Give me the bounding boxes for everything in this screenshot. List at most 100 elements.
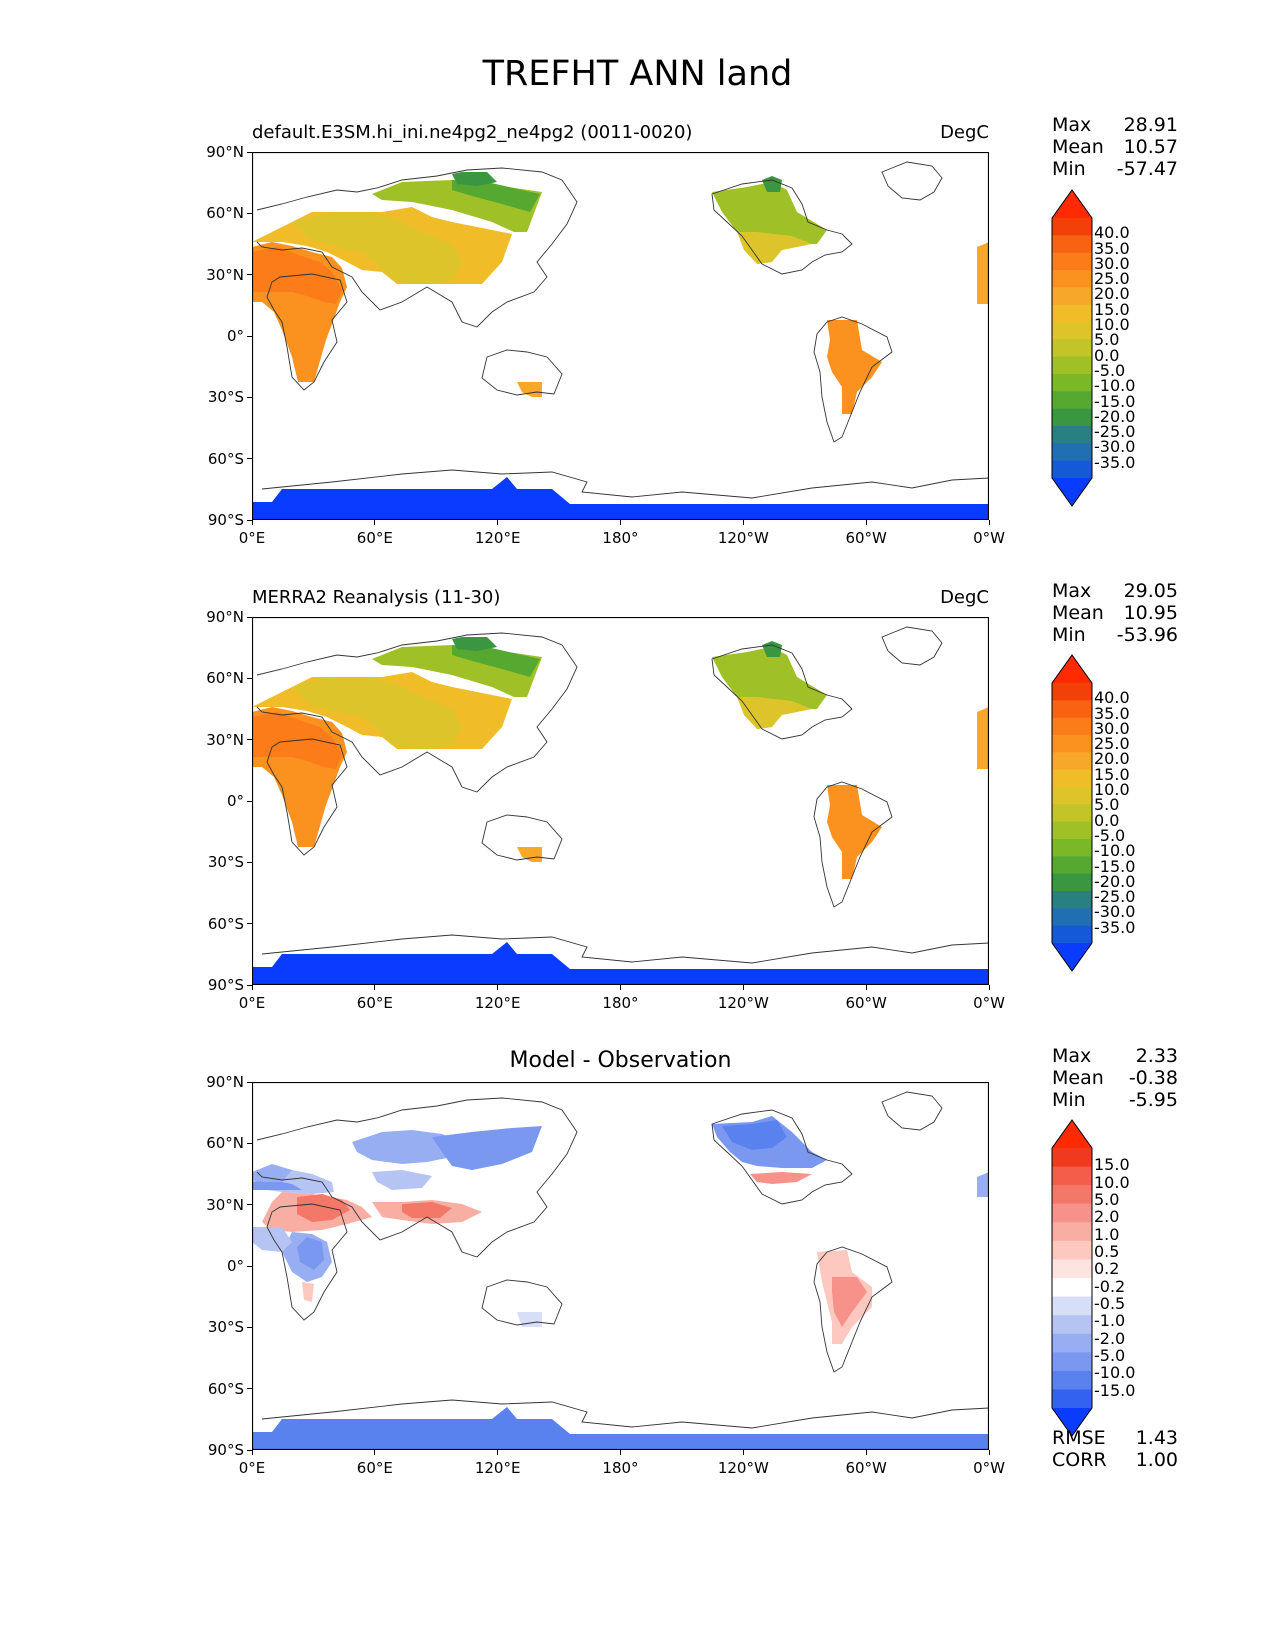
- x-tick-mark: [620, 520, 621, 525]
- y-tick-mark: [247, 616, 252, 618]
- panel-units: DegC: [940, 122, 989, 143]
- colorbar-3: [1051, 1119, 1093, 1437]
- x-tick-label: 120°E: [474, 994, 521, 1012]
- field-region: [402, 1202, 452, 1218]
- y-tick-label: 90°S: [207, 511, 244, 529]
- x-tick-label: 0°W: [973, 994, 1005, 1012]
- field-region: [292, 212, 462, 284]
- colorbar-tick-label: 5.0: [1094, 795, 1120, 815]
- coastline: [256, 1097, 578, 1258]
- x-tick-label: 0°W: [973, 1459, 1005, 1477]
- y-tick-mark: [247, 1449, 252, 1451]
- colorbar-tick-label: 20.0: [1094, 749, 1130, 769]
- colorbar-tick-label: 0.0: [1094, 810, 1120, 830]
- y-tick-mark: [247, 800, 252, 802]
- coastline: [711, 1109, 853, 1205]
- x-tick-mark: [374, 1450, 376, 1455]
- x-tick-label: 180°: [602, 994, 639, 1012]
- colorbar-tick-label: -2.0: [1094, 1328, 1126, 1348]
- colorbar-swatch: [1052, 408, 1092, 427]
- stat-mean-label: Mean: [1052, 1067, 1104, 1089]
- coastline: [813, 781, 893, 908]
- x-tick-mark: [251, 985, 253, 990]
- field-region: [372, 1170, 432, 1190]
- x-tick-mark: [497, 520, 499, 525]
- colorbar-tick-label: -10.0: [1094, 841, 1136, 861]
- colorbar-swatch: [1052, 821, 1092, 840]
- colorbar-swatch: [1052, 1352, 1092, 1372]
- x-tick-mark: [374, 985, 376, 990]
- field-region: [977, 242, 989, 304]
- colorbar-swatch: [1052, 717, 1092, 736]
- stat-min-value: -5.95: [1128, 1089, 1178, 1111]
- x-tick-mark: [497, 985, 499, 990]
- colorbar-2: [1051, 654, 1093, 972]
- colorbar-swatch: [1052, 426, 1092, 444]
- x-tick-mark: [742, 1450, 744, 1455]
- field-region: [517, 1312, 542, 1327]
- y-tick-mark: [247, 396, 252, 398]
- colorbar-outline: [1051, 1119, 1093, 1437]
- x-tick-mark: [251, 1450, 253, 1455]
- x-tick-mark: [865, 985, 867, 990]
- colorbar-swatch: [1052, 735, 1092, 753]
- coastline: [261, 934, 989, 964]
- field-region: [252, 1407, 989, 1450]
- y-tick-label: 60°N: [206, 669, 244, 688]
- field-region: [832, 1277, 867, 1327]
- field-region: [297, 1237, 324, 1270]
- colorbar-tick-label: -20.0: [1094, 406, 1136, 426]
- y-tick-mark: [247, 677, 252, 679]
- y-tick-mark: [247, 1326, 252, 1328]
- field-region: [517, 382, 542, 397]
- x-tick-label: 0°W: [973, 529, 1005, 547]
- stat-min-label: Min: [1052, 1089, 1086, 1111]
- field-region: [750, 1172, 812, 1184]
- field-region: [452, 637, 497, 651]
- stat-max-label: Max: [1052, 580, 1092, 602]
- colorbar-swatch: [1052, 769, 1092, 788]
- figure-title: TREFHT ANN land: [482, 54, 793, 94]
- colorbar-swatch: [1052, 1389, 1092, 1409]
- colorbar-swatch: [1052, 804, 1092, 823]
- map-frame: [252, 152, 989, 520]
- colorbar-swatch: [1052, 304, 1092, 323]
- x-tick-mark: [988, 1450, 990, 1455]
- coastline: [481, 1279, 563, 1326]
- colorbar-extend-top: [1052, 1120, 1092, 1148]
- colorbar-swatch: [1052, 1222, 1092, 1242]
- colorbar-extend-bottom: [1052, 1408, 1092, 1436]
- colorbar-tick-label: 2.0: [1094, 1207, 1120, 1227]
- colorbar-tick-label: -10.0: [1094, 376, 1136, 396]
- field-region: [452, 180, 540, 212]
- colorbar-outline: [1051, 189, 1093, 507]
- colorbar-tick-label: -35.0: [1094, 917, 1136, 937]
- colorbar-swatch: [1052, 908, 1092, 927]
- colorbar-tick-label: 5.0: [1094, 1190, 1120, 1209]
- x-tick-mark: [742, 520, 744, 525]
- coastline: [256, 167, 578, 328]
- y-tick-mark: [247, 1204, 252, 1206]
- colorbar-swatch: [1052, 925, 1092, 944]
- coastline: [813, 1246, 893, 1373]
- x-tick-mark: [988, 985, 990, 990]
- colorbar-tick-label: 10.0: [1094, 315, 1130, 335]
- stat-min-value: -53.96: [1116, 624, 1178, 646]
- y-tick-label: 30°S: [207, 388, 244, 407]
- x-tick-label: 0°E: [238, 529, 266, 547]
- colorbar-swatch: [1052, 1278, 1092, 1298]
- colorbar-swatch: [1052, 460, 1092, 479]
- coastline: [881, 161, 943, 201]
- field-region: [762, 176, 782, 192]
- colorbar-tick-label: 15.0: [1094, 299, 1130, 319]
- x-tick-label: 0°E: [238, 1459, 266, 1477]
- x-tick-mark: [865, 520, 867, 525]
- colorbar-swatch: [1052, 1166, 1092, 1186]
- metric-corr-label: CORR: [1052, 1449, 1107, 1471]
- field-region: [292, 677, 462, 749]
- x-tick-label: 120°E: [474, 1459, 521, 1477]
- x-tick-label: 120°W: [717, 994, 769, 1012]
- colorbar-tick-label: 20.0: [1094, 284, 1130, 304]
- colorbar-tick-label: -1.0: [1094, 1311, 1126, 1331]
- y-tick-label: 0°: [226, 1257, 244, 1275]
